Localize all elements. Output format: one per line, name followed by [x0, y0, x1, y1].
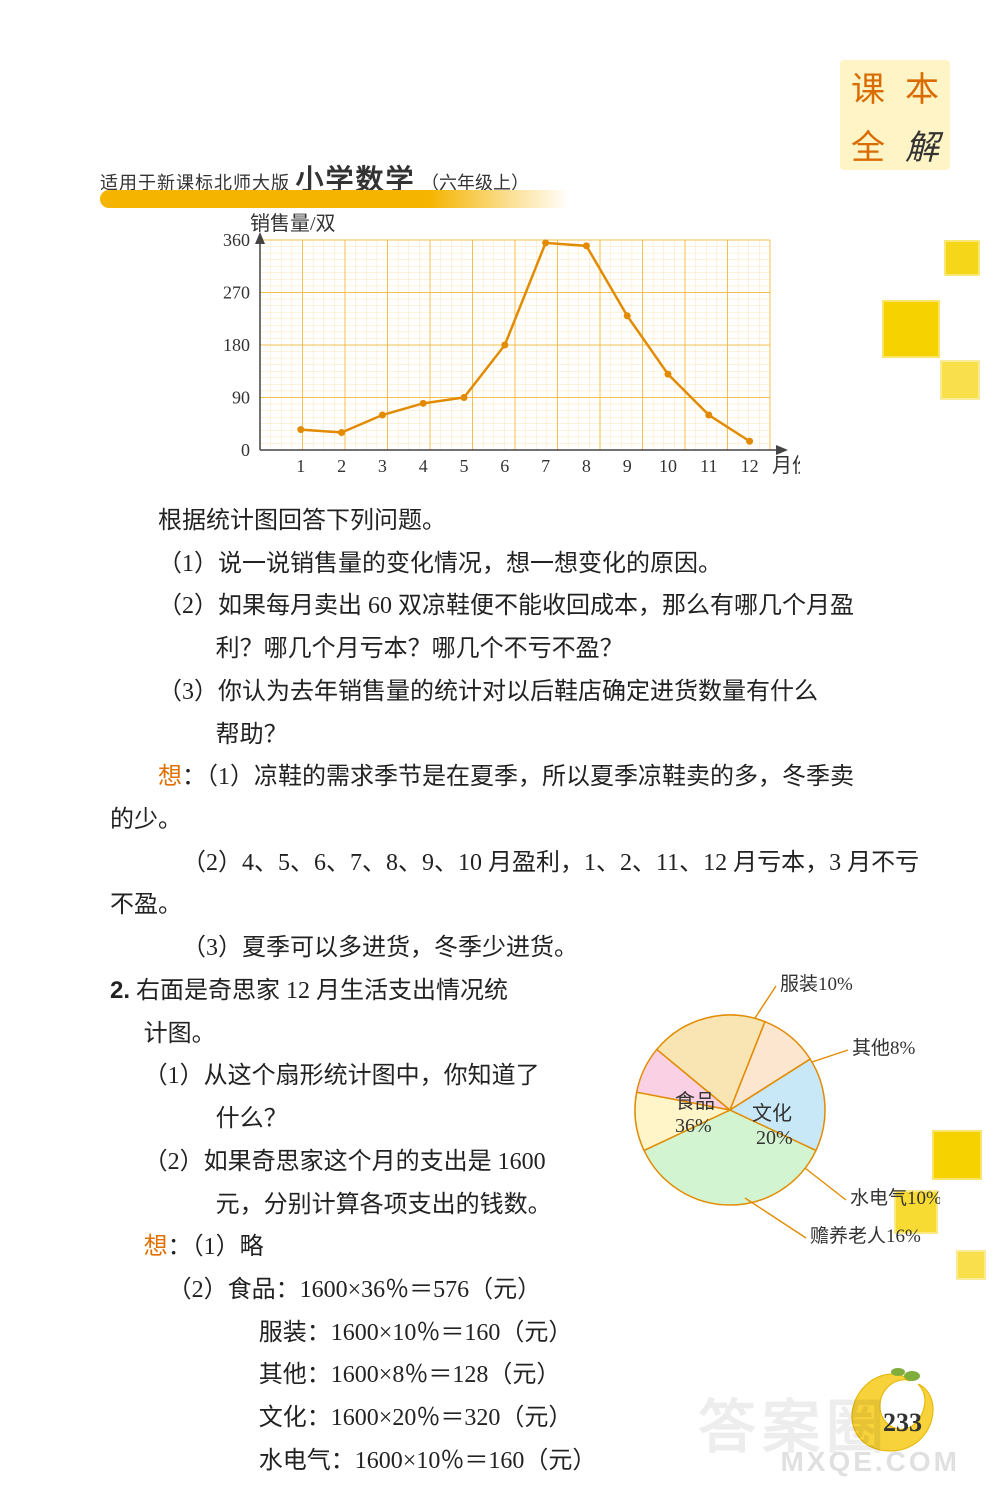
- svg-text:食品: 食品: [675, 1090, 715, 1113]
- body-content: 根据统计图回答下列问题。 （1）说一说销售量的变化情况，想一想变化的原因。 （2…: [110, 500, 930, 1483]
- question-item: （3）你认为去年销售量的统计对以后鞋店确定进货数量有什么: [110, 671, 930, 714]
- svg-text:90: 90: [232, 388, 250, 408]
- badge-char: 课: [844, 62, 892, 110]
- decor-square: [882, 300, 940, 358]
- question-item: 计图。: [110, 1013, 630, 1056]
- question-item: （2）如果每月卖出 60 双凉鞋便不能收回成本，那么有哪几个月盈: [110, 585, 930, 628]
- question-item: 2. 右面是奇思家 12 月生活支出情况统: [110, 970, 630, 1013]
- question-item: （1）从这个扇形统计图中，你知道了: [110, 1055, 630, 1098]
- page-number-badge: 233: [840, 1356, 940, 1456]
- answer-line: 想：（1）略: [110, 1226, 630, 1269]
- svg-text:3: 3: [378, 456, 387, 476]
- svg-text:月份: 月份: [772, 454, 800, 477]
- svg-text:360: 360: [223, 230, 250, 250]
- svg-text:水电气10%: 水电气10%: [850, 1187, 940, 1209]
- svg-text:赡养老人16%: 赡养老人16%: [810, 1225, 921, 1247]
- badge-char: 全: [844, 120, 892, 168]
- svg-text:20%: 20%: [756, 1127, 793, 1149]
- svg-text:270: 270: [223, 283, 250, 303]
- header-underline: [100, 190, 570, 208]
- decor-square: [956, 1250, 986, 1280]
- question-item: 帮助？: [110, 714, 930, 757]
- line-chart: 090180270360123456789101112销售量/双月份: [200, 210, 800, 490]
- decor-square: [944, 240, 980, 276]
- answer-text: （1）略: [192, 1234, 264, 1260]
- svg-text:12: 12: [741, 456, 759, 476]
- svg-text:1: 1: [296, 456, 305, 476]
- page-number: 233: [883, 1408, 922, 1438]
- svg-text:10: 10: [659, 456, 677, 476]
- question-item: （1）说一说销售量的变化情况，想一想变化的原因。: [110, 543, 930, 586]
- answer-line: 服装：1600×10％＝160（元）: [110, 1312, 630, 1355]
- svg-text:其他8%: 其他8%: [852, 1037, 916, 1059]
- svg-text:4: 4: [419, 456, 428, 476]
- question-item: （2）如果奇思家这个月的支出是 1600: [110, 1141, 630, 1184]
- svg-text:11: 11: [700, 456, 717, 476]
- decor-square: [940, 360, 980, 400]
- svg-text:36%: 36%: [675, 1115, 712, 1137]
- answer-line: （2）食品：1600×36％＝576（元）: [110, 1269, 630, 1312]
- item-number: 2.: [110, 977, 130, 1004]
- svg-text:0: 0: [241, 440, 250, 460]
- svg-text:2: 2: [337, 456, 346, 476]
- answer-line: 文化：1600×20％＝320（元）: [110, 1397, 630, 1440]
- question-text: 右面是奇思家 12 月生活支出情况统: [136, 978, 508, 1004]
- svg-text:销售量/双: 销售量/双: [250, 212, 336, 235]
- svg-text:180: 180: [223, 335, 250, 355]
- think-label: 想: [144, 1234, 168, 1260]
- badge-char: 本: [898, 62, 946, 110]
- answer-line: （2）4、5、6、7、8、9、10 月盈利，1、2、11、12 月亏本，3 月不…: [110, 842, 930, 927]
- badge-char: 解: [898, 120, 946, 168]
- corner-badge: 课 本 全 解: [840, 60, 950, 170]
- svg-text:文化: 文化: [752, 1102, 792, 1125]
- svg-text:8: 8: [582, 456, 591, 476]
- think-label: 想: [158, 764, 182, 790]
- svg-text:5: 5: [460, 456, 469, 476]
- svg-text:9: 9: [623, 456, 632, 476]
- svg-text:6: 6: [500, 456, 509, 476]
- answer-line: 想：（1）凉鞋的需求季节是在夏季，所以夏季凉鞋卖的多，冬季卖: [110, 756, 930, 799]
- question-intro: 根据统计图回答下列问题。: [110, 500, 930, 543]
- question-2-text: 2. 右面是奇思家 12 月生活支出情况统 计图。 （1）从这个扇形统计图中，你…: [110, 970, 630, 1483]
- answer-line: 的少。: [110, 799, 930, 842]
- question-2-row: 2. 右面是奇思家 12 月生活支出情况统 计图。 （1）从这个扇形统计图中，你…: [110, 970, 930, 1483]
- question-item: 什么？: [110, 1098, 630, 1141]
- answer-text: （1）凉鞋的需求季节是在夏季，所以夏季凉鞋卖的多，冬季卖: [206, 764, 854, 790]
- pie-chart: 食品36%文化20%服装10%其他8%水电气10%赡养老人16%: [630, 970, 930, 1270]
- answer-line: （3）夏季可以多进货，冬季少进货。: [110, 927, 930, 970]
- answer-line: 水电气：1600×10％＝160（元）: [110, 1440, 630, 1483]
- svg-text:7: 7: [541, 456, 550, 476]
- question-item: 元，分别计算各项支出的钱数。: [110, 1184, 630, 1227]
- question-item: 利？哪几个月亏本？哪几个不亏不盈？: [110, 628, 930, 671]
- svg-text:服装10%: 服装10%: [780, 973, 853, 995]
- answer-line: 其他：1600×8％＝128（元）: [110, 1354, 630, 1397]
